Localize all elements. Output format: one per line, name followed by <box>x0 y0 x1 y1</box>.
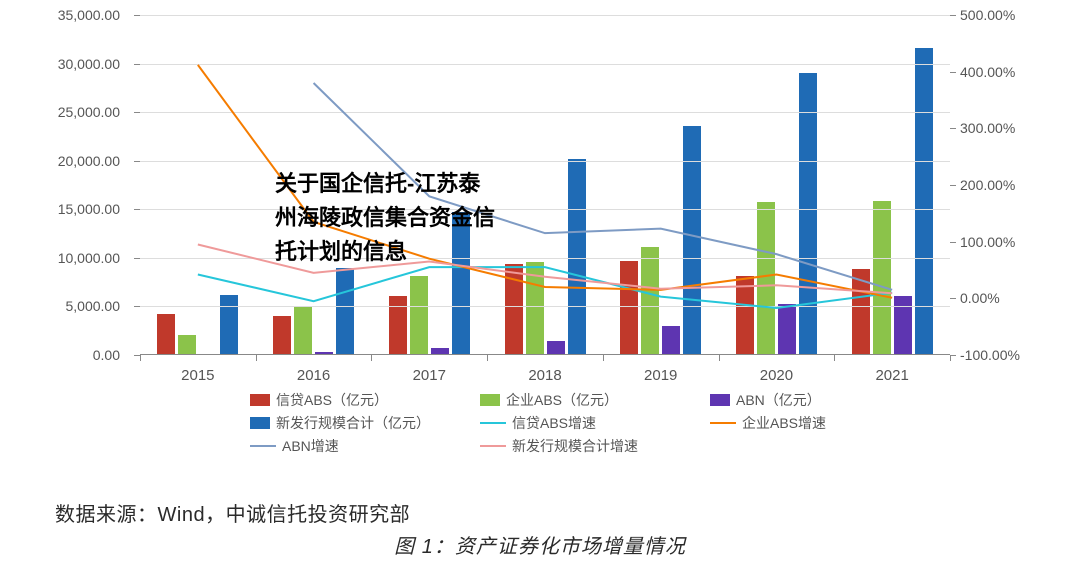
y1-axis-tick-label: 25,000.00 <box>58 104 120 120</box>
y1-axis-tick-label: 5,000.00 <box>66 298 121 314</box>
legend-item: ABN（亿元） <box>710 390 920 410</box>
legend-label: ABN（亿元） <box>736 390 821 410</box>
bar-corp_abs <box>526 262 544 354</box>
x-axis-category-label: 2017 <box>413 367 446 384</box>
y1-axis-tick-label: 20,000.00 <box>58 153 120 169</box>
legend-swatch <box>480 394 500 406</box>
bar-total_issue <box>568 159 586 354</box>
data-source-text: 数据来源：Wind，中诚信托投资研究部 <box>55 498 410 527</box>
legend-swatch <box>480 445 506 447</box>
bar-total_issue <box>220 295 238 354</box>
bar-credit_abs <box>736 276 754 354</box>
bar-abn <box>778 304 796 355</box>
gridline <box>140 306 950 307</box>
y1-axis-tick-label: 35,000.00 <box>58 7 120 23</box>
bar-abn <box>547 341 565 354</box>
bar-abn <box>894 296 912 354</box>
x-axis-category-label: 2015 <box>181 367 214 384</box>
x-axis-category-label: 2016 <box>297 367 330 384</box>
x-axis-category-label: 2019 <box>644 367 677 384</box>
chart-legend: 信贷ABS（亿元） 企业ABS（亿元） ABN（亿元） 新发行规模合计（亿元） 信贷AB… <box>250 390 970 459</box>
y2-axis-tick-label: 400.00% <box>960 64 1015 80</box>
plot-area <box>140 15 950 355</box>
chart-container: 0.00 5,000.00 10,000.00 15,000.00 20,000.00 2… <box>40 15 1040 435</box>
legend-item: 企业ABS（亿元） <box>480 390 690 410</box>
bar-corp_abs <box>873 201 891 354</box>
legend-label: 企业ABS（亿元） <box>506 390 618 410</box>
figure-caption: 图 1：资产证券化市场增量情况 <box>0 530 1080 559</box>
legend-swatch <box>250 394 270 406</box>
legend-label: 信贷ABS增速 <box>512 413 596 433</box>
bar-corp_abs <box>757 202 775 355</box>
bar-total_issue <box>915 48 933 354</box>
y1-axis-tick-label: 0.00 <box>93 347 120 363</box>
legend-label: 信贷ABS（亿元） <box>276 390 388 410</box>
bar-corp_abs <box>641 247 659 354</box>
legend-swatch <box>250 417 270 429</box>
bar-credit_abs <box>389 296 407 354</box>
gridline <box>140 15 950 16</box>
bar-total_issue <box>799 73 817 354</box>
y2-axis-tick-label: 100.00% <box>960 234 1015 250</box>
y1-axis-tick-label: 15,000.00 <box>58 201 120 217</box>
y2-axis-tick-label: 0.00% <box>960 290 1000 306</box>
bar-corp_abs <box>410 276 428 354</box>
bar-total_issue <box>336 268 354 354</box>
bar-abn <box>315 352 333 354</box>
y1-axis-tick-label: 10,000.00 <box>58 250 120 266</box>
bar-corp_abs <box>178 335 196 354</box>
legend-label: ABN增速 <box>282 436 339 456</box>
y2-axis-tick-label: 500.00% <box>960 7 1015 23</box>
legend-swatch <box>480 422 506 424</box>
gridline <box>140 161 950 162</box>
legend-swatch <box>710 394 730 406</box>
x-axis-category-label: 2020 <box>760 367 793 384</box>
legend-label: 企业ABS增速 <box>742 413 826 433</box>
gridline <box>140 258 950 259</box>
bar-credit_abs <box>157 314 175 354</box>
gridline <box>140 209 950 210</box>
y2-axis-tick-label: 300.00% <box>960 120 1015 136</box>
legend-item: 新发行规模合计（亿元） <box>250 413 460 433</box>
legend-item: 新发行规模合计增速 <box>480 436 690 456</box>
legend-swatch <box>710 422 736 424</box>
legend-swatch <box>250 445 276 447</box>
gridline <box>140 64 950 65</box>
y2-axis-tick-label: 200.00% <box>960 177 1015 193</box>
legend-item: 企业ABS增速 <box>710 413 920 433</box>
bar-credit_abs <box>852 269 870 354</box>
gridline <box>140 112 950 113</box>
x-axis-category-label: 2018 <box>528 367 561 384</box>
y1-axis-tick-label: 30,000.00 <box>58 56 120 72</box>
x-axis-category-label: 2021 <box>875 367 908 384</box>
bar-total_issue <box>452 212 470 354</box>
y2-axis-tick-label: -100.00% <box>960 347 1020 363</box>
legend-item: 信贷ABS增速 <box>480 413 690 433</box>
bar-credit_abs <box>273 316 291 354</box>
legend-label: 新发行规模合计增速 <box>512 436 638 456</box>
legend-item: 信贷ABS（亿元） <box>250 390 460 410</box>
legend-item: ABN增速 <box>250 436 460 456</box>
bar-credit_abs <box>505 264 523 354</box>
bar-corp_abs <box>294 307 312 354</box>
bar-abn <box>431 348 449 354</box>
bar-abn <box>662 326 680 354</box>
legend-label: 新发行规模合计（亿元） <box>276 413 430 433</box>
